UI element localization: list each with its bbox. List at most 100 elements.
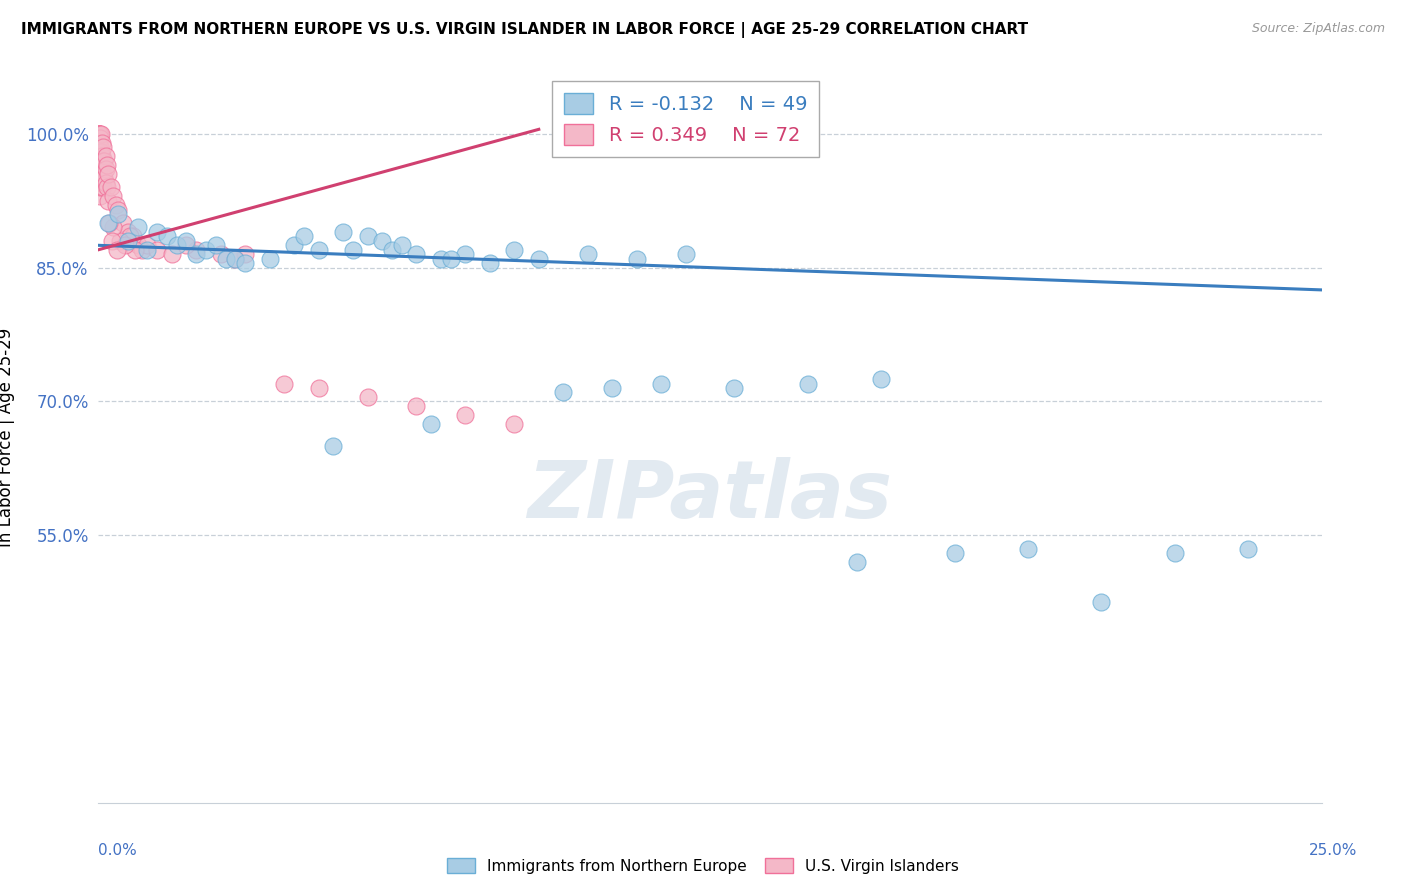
Point bbox=[233, 256, 256, 270]
Point bbox=[93, 153, 115, 168]
Point bbox=[91, 180, 114, 194]
Point bbox=[90, 127, 112, 141]
Point bbox=[478, 256, 501, 270]
Point bbox=[322, 439, 344, 453]
Point bbox=[553, 385, 575, 400]
Point bbox=[89, 131, 111, 145]
Point bbox=[356, 390, 378, 404]
Point bbox=[356, 229, 378, 244]
Point bbox=[308, 381, 330, 395]
Point bbox=[650, 376, 672, 391]
Point bbox=[186, 243, 208, 257]
Point bbox=[91, 167, 114, 181]
Point bbox=[93, 171, 115, 186]
Point bbox=[117, 234, 139, 248]
Point bbox=[89, 167, 111, 181]
Point bbox=[94, 149, 117, 163]
Point bbox=[117, 225, 139, 239]
Point bbox=[100, 180, 122, 194]
Point bbox=[90, 180, 112, 194]
Point bbox=[209, 247, 232, 261]
Point bbox=[89, 145, 111, 159]
Point bbox=[97, 216, 120, 230]
Point bbox=[195, 243, 218, 257]
Point bbox=[233, 247, 256, 261]
Point bbox=[89, 149, 111, 163]
Point bbox=[107, 207, 129, 221]
Point bbox=[259, 252, 281, 266]
Point bbox=[121, 229, 143, 244]
Text: Source: ZipAtlas.com: Source: ZipAtlas.com bbox=[1251, 22, 1385, 36]
Point bbox=[797, 376, 820, 391]
Point bbox=[104, 198, 127, 212]
Text: ZIPatlas: ZIPatlas bbox=[527, 457, 893, 534]
Point bbox=[91, 153, 114, 168]
Point bbox=[391, 238, 413, 252]
Point bbox=[91, 149, 114, 163]
Point bbox=[870, 372, 893, 386]
Point bbox=[503, 243, 526, 257]
Point bbox=[89, 153, 111, 168]
Point bbox=[89, 127, 111, 141]
Point bbox=[89, 127, 111, 141]
Point bbox=[454, 408, 477, 422]
Point bbox=[723, 381, 745, 395]
Point bbox=[626, 252, 648, 266]
Point bbox=[89, 162, 111, 177]
Point bbox=[89, 149, 111, 163]
Point bbox=[89, 158, 111, 172]
Point bbox=[90, 145, 112, 159]
Point bbox=[405, 399, 427, 413]
Point bbox=[332, 225, 354, 239]
Point bbox=[845, 555, 868, 569]
Point bbox=[342, 243, 364, 257]
Point bbox=[430, 252, 453, 266]
Point bbox=[101, 220, 124, 235]
Point bbox=[91, 136, 114, 150]
Point bbox=[214, 252, 236, 266]
Point bbox=[527, 252, 550, 266]
Point bbox=[308, 243, 330, 257]
Point bbox=[136, 243, 159, 257]
Point bbox=[98, 216, 121, 230]
Point bbox=[1237, 541, 1260, 556]
Point bbox=[576, 247, 599, 261]
Point bbox=[96, 158, 118, 172]
Legend: Immigrants from Northern Europe, U.S. Virgin Islanders: Immigrants from Northern Europe, U.S. Vi… bbox=[441, 852, 965, 880]
Point bbox=[131, 243, 153, 257]
Point bbox=[146, 243, 169, 257]
Point bbox=[675, 247, 697, 261]
Point bbox=[166, 238, 188, 252]
Point bbox=[1090, 595, 1112, 609]
Point bbox=[91, 140, 114, 154]
Point bbox=[503, 417, 526, 431]
Point bbox=[127, 238, 149, 252]
Point bbox=[156, 229, 179, 244]
Point bbox=[440, 252, 463, 266]
Point bbox=[89, 171, 111, 186]
Point bbox=[97, 194, 120, 208]
Point bbox=[1017, 541, 1039, 556]
Point bbox=[89, 136, 111, 150]
Point bbox=[120, 229, 142, 244]
Point bbox=[90, 153, 112, 168]
Point bbox=[127, 220, 149, 235]
Point bbox=[186, 247, 208, 261]
Point bbox=[89, 127, 111, 141]
Point bbox=[89, 127, 111, 141]
Point bbox=[600, 381, 623, 395]
Point bbox=[89, 189, 111, 203]
Point bbox=[420, 417, 443, 431]
Point bbox=[101, 189, 124, 203]
Point bbox=[943, 546, 966, 560]
Point bbox=[124, 243, 146, 257]
Point bbox=[94, 162, 117, 177]
Legend: R = -0.132    N = 49, R = 0.349    N = 72: R = -0.132 N = 49, R = 0.349 N = 72 bbox=[553, 81, 818, 156]
Point bbox=[91, 176, 114, 190]
Point bbox=[381, 243, 404, 257]
Text: 0.0%: 0.0% bbox=[98, 843, 138, 858]
Point bbox=[89, 127, 111, 141]
Point bbox=[224, 252, 246, 266]
Point bbox=[146, 225, 169, 239]
Point bbox=[91, 162, 114, 177]
